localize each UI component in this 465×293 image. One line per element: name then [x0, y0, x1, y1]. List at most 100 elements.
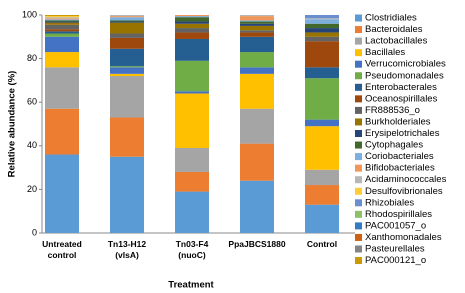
- legend-label: Acidaminococcales: [365, 174, 447, 185]
- bar-segment: [305, 23, 339, 29]
- legend-label: Burkholderiales: [365, 116, 431, 127]
- bar-segment: [305, 169, 339, 186]
- legend-swatch: [355, 60, 362, 68]
- legend-swatch: [355, 95, 362, 103]
- bar-segment: [305, 18, 339, 20]
- bar-segment: [110, 73, 144, 77]
- bar-segment: [45, 21, 79, 23]
- legend-label: Verrucomicrobiales: [365, 59, 446, 70]
- bar-segment: [305, 15, 339, 19]
- bar-segment: [240, 180, 274, 233]
- bar-segment: [240, 52, 274, 68]
- legend-swatch: [355, 130, 362, 137]
- bar-segment: [110, 66, 144, 68]
- y-tick-label: 40: [27, 140, 37, 150]
- bar-segment: [110, 67, 144, 74]
- legend-label: Clostridiales: [365, 13, 417, 24]
- y-tick-label: 100: [22, 9, 37, 19]
- bar-segment: [45, 29, 79, 32]
- bar-segment: [110, 17, 144, 21]
- bar-segment: [175, 191, 209, 233]
- legend-swatch: [355, 153, 362, 161]
- legend-swatch: [355, 245, 362, 253]
- legend-swatch: [355, 72, 362, 80]
- legend-label: Pasteurellales: [365, 244, 425, 255]
- y-tick-label: 20: [27, 184, 37, 194]
- bar-segment: [240, 20, 274, 22]
- bar-segment: [45, 20, 79, 22]
- bar-segment: [305, 41, 339, 68]
- bar-segment: [175, 91, 209, 94]
- bar-segment: [305, 185, 339, 205]
- y-tick-label: 60: [27, 97, 37, 107]
- bar-segment: [305, 126, 339, 170]
- legend-swatch: [355, 222, 362, 230]
- x-tick-label: PpaJBCS1880: [228, 239, 286, 249]
- bar-segment: [45, 108, 79, 155]
- legend-swatch: [355, 37, 362, 45]
- legend-label: Bacteroidales: [365, 24, 423, 35]
- bar-segment: [45, 22, 79, 25]
- bar-segment: [240, 67, 274, 74]
- bar-segment: [45, 33, 79, 37]
- x-tick-label: Untreated control: [42, 239, 82, 260]
- bar-segment: [240, 16, 274, 21]
- legend-swatch: [355, 199, 362, 207]
- legend-label: Erysipelotrichales: [365, 128, 440, 139]
- bar-segment: [175, 93, 209, 148]
- bar-segment: [305, 204, 339, 233]
- bar-segment: [110, 48, 144, 67]
- bar-segment: [45, 24, 79, 30]
- legend-label: Bacillales: [365, 47, 405, 58]
- legend-label: Bifidobacteriales: [365, 163, 435, 174]
- legend-swatch: [355, 49, 362, 57]
- bar-segment: [175, 171, 209, 192]
- bar-segment: [175, 21, 209, 24]
- bar-segment: [240, 25, 274, 31]
- bar-segment: [175, 15, 209, 17]
- bar-segment: [110, 15, 144, 17]
- legend-label: Enterobacterales: [365, 82, 437, 93]
- legend-label: Lactobacillales: [365, 36, 428, 47]
- bar-segment: [45, 19, 79, 21]
- bar-segment: [305, 36, 339, 42]
- bar-segment: [45, 52, 79, 68]
- legend-label: Desulfovibrionales: [365, 186, 443, 197]
- bar-segment: [175, 17, 209, 22]
- bar-segment: [45, 67, 79, 109]
- bar-segment: [305, 67, 339, 79]
- x-tick-label: Control: [306, 239, 338, 249]
- bar-segment: [45, 17, 79, 19]
- legend-label: Rhizobiales: [365, 197, 414, 208]
- legend-swatch: [355, 118, 362, 126]
- bar-segment: [110, 76, 144, 118]
- legend-swatch: [355, 187, 362, 195]
- y-tick-label: 80: [27, 53, 37, 63]
- bar-segment: [110, 37, 144, 49]
- legend-swatch: [355, 14, 362, 22]
- bar-segment: [240, 15, 274, 17]
- bar-segment: [110, 33, 144, 38]
- bar-segment: [240, 36, 274, 53]
- bar-segment: [175, 16, 209, 18]
- bar-segment: [110, 20, 144, 22]
- bar-segment: [175, 32, 209, 39]
- bar-segment: [305, 28, 339, 33]
- bar-segment: [45, 154, 79, 233]
- bar-segment: [45, 16, 79, 18]
- legend-swatch: [355, 164, 362, 172]
- bar-segment: [45, 36, 79, 53]
- bar-segment: [240, 21, 274, 24]
- legend-swatch: [355, 106, 362, 114]
- bar-segment: [305, 19, 339, 24]
- legend-label: Rhodospirillales: [365, 209, 432, 220]
- bar-segment: [110, 21, 144, 23]
- bar-segment: [305, 78, 339, 120]
- bar-segment: [175, 147, 209, 172]
- bar-segment: [45, 31, 79, 34]
- bar-segment: [240, 108, 274, 144]
- bar-segment: [240, 32, 274, 37]
- legend-label: Pseudomonadales: [365, 70, 444, 81]
- legend-label: PAC001057_o: [365, 220, 426, 231]
